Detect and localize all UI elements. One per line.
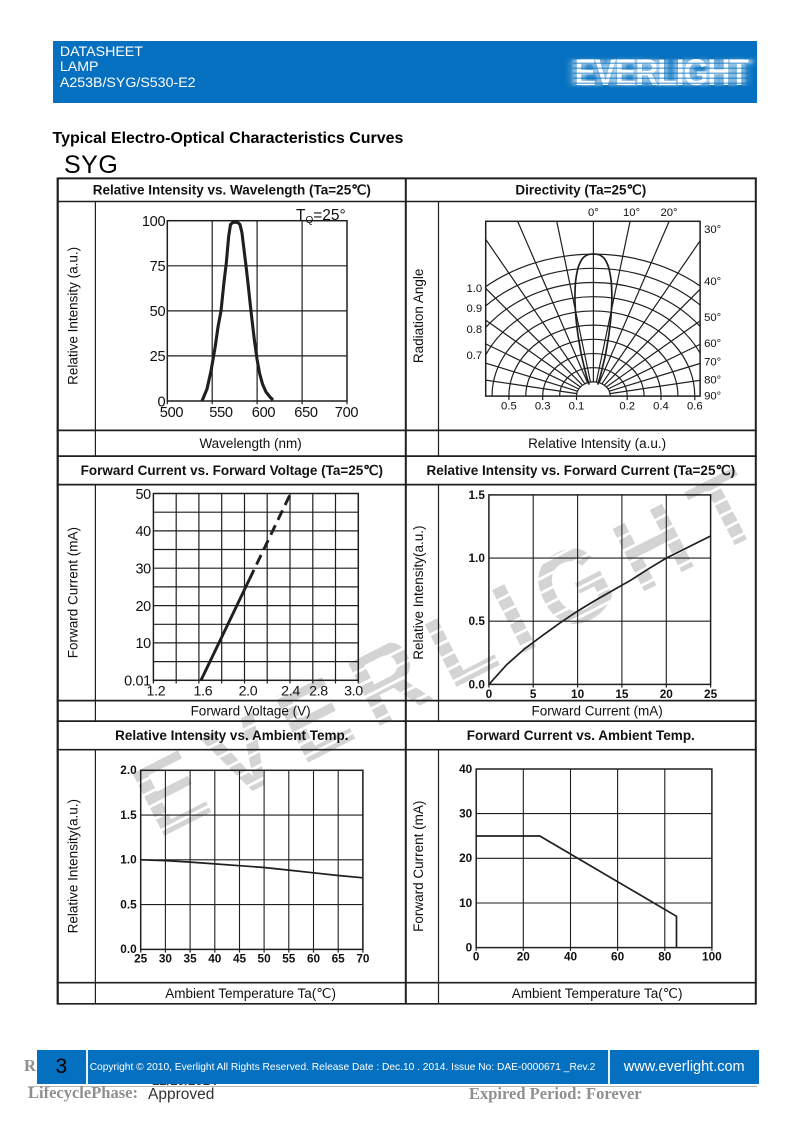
svg-text:80: 80 <box>658 950 672 964</box>
svg-text:20°: 20° <box>660 207 677 219</box>
svg-text:0.9: 0.9 <box>466 303 482 315</box>
svg-text:0: 0 <box>473 950 480 964</box>
svg-text:40: 40 <box>208 951 222 965</box>
svg-text:Wavelength (nm): Wavelength (nm) <box>199 436 301 451</box>
svg-text:Relative Intensity vs. Forward: Relative Intensity vs. Forward Current (… <box>426 463 735 478</box>
svg-text:0: 0 <box>486 687 493 701</box>
svg-text:Relative Intensity vs. Wavelen: Relative Intensity vs. Wavelength (Ta=25… <box>93 183 371 198</box>
svg-text:2.4: 2.4 <box>281 683 300 699</box>
svg-text:60: 60 <box>307 951 321 965</box>
svg-text:50: 50 <box>135 487 151 503</box>
svg-text:20: 20 <box>660 687 674 701</box>
svg-text:Forward Current (mA): Forward Current (mA) <box>411 801 426 932</box>
svg-text:1.0: 1.0 <box>466 283 482 295</box>
svg-text:60: 60 <box>611 950 625 964</box>
svg-text:25: 25 <box>704 687 718 701</box>
svg-text:25: 25 <box>150 349 166 365</box>
svg-text:0.0: 0.0 <box>468 677 485 691</box>
svg-text:0.0: 0.0 <box>120 942 137 956</box>
svg-text:TQ=25°: TQ=25° <box>296 207 346 226</box>
svg-text:80°: 80° <box>704 375 721 387</box>
svg-text:100: 100 <box>142 214 166 230</box>
svg-text:0.8: 0.8 <box>466 324 482 336</box>
svg-text:0.5: 0.5 <box>501 401 517 413</box>
svg-text:10°: 10° <box>623 207 640 219</box>
svg-text:25: 25 <box>134 951 148 965</box>
svg-text:0: 0 <box>157 394 165 410</box>
svg-text:500: 500 <box>160 405 184 421</box>
svg-text:70: 70 <box>356 951 370 965</box>
svg-text:1.2: 1.2 <box>146 683 165 699</box>
svg-text:20: 20 <box>459 851 473 865</box>
svg-text:3.0: 3.0 <box>344 683 363 699</box>
svg-text:0.2: 0.2 <box>619 401 635 413</box>
svg-text:Ambient Temperature Ta(℃): Ambient Temperature Ta(℃) <box>512 986 683 1001</box>
svg-text:Relative Intensity (a.u.): Relative Intensity (a.u.) <box>528 436 666 451</box>
svg-text:Relative Intensity (a.u.): Relative Intensity (a.u.) <box>66 247 81 385</box>
svg-text:55: 55 <box>282 951 296 965</box>
svg-text:30: 30 <box>135 562 151 578</box>
svg-text:1.5: 1.5 <box>120 808 137 822</box>
svg-text:5: 5 <box>530 687 537 701</box>
svg-text:650: 650 <box>294 405 318 421</box>
svg-text:Directivity (Ta=25℃): Directivity (Ta=25℃) <box>515 183 646 198</box>
svg-text:0°: 0° <box>588 207 599 219</box>
svg-text:Radiation Angle: Radiation Angle <box>411 269 426 364</box>
svg-text:0.6: 0.6 <box>687 401 703 413</box>
svg-text:1.0: 1.0 <box>120 853 137 867</box>
svg-text:Forward Voltage (V): Forward Voltage (V) <box>191 704 311 719</box>
svg-text:Forward Current (mA): Forward Current (mA) <box>66 527 81 658</box>
svg-text:0.5: 0.5 <box>468 614 485 628</box>
svg-text:65: 65 <box>332 951 346 965</box>
svg-text:40: 40 <box>459 762 473 776</box>
svg-text:Ambient Temperature Ta(℃): Ambient Temperature Ta(℃) <box>165 986 336 1001</box>
svg-text:50: 50 <box>150 304 166 320</box>
svg-text:0: 0 <box>466 940 473 954</box>
svg-text:35: 35 <box>184 951 198 965</box>
svg-text:40: 40 <box>135 524 151 540</box>
svg-text:15: 15 <box>615 687 629 701</box>
svg-text:1.5: 1.5 <box>468 488 485 502</box>
svg-text:100: 100 <box>702 950 722 964</box>
svg-text:60°: 60° <box>704 338 721 350</box>
svg-text:50°: 50° <box>704 312 721 324</box>
svg-text:0.01: 0.01 <box>124 674 151 690</box>
svg-text:70°: 70° <box>704 357 721 369</box>
svg-text:Relative Intensity(a.u.): Relative Intensity(a.u.) <box>66 799 81 933</box>
svg-text:Relative Intensity(a.u.): Relative Intensity(a.u.) <box>411 525 426 659</box>
svg-text:0.1: 0.1 <box>569 401 585 413</box>
svg-text:40: 40 <box>564 950 578 964</box>
svg-text:75: 75 <box>150 259 166 275</box>
svg-text:50: 50 <box>258 951 272 965</box>
svg-text:30: 30 <box>459 806 473 820</box>
svg-text:1.6: 1.6 <box>193 683 212 699</box>
svg-text:700: 700 <box>335 405 359 421</box>
svg-text:90°: 90° <box>704 391 721 403</box>
svg-text:40°: 40° <box>704 276 721 288</box>
svg-text:1.0: 1.0 <box>468 551 485 565</box>
svg-text:Relative Intensity vs. Ambient: Relative Intensity vs. Ambient Temp. <box>115 728 348 743</box>
svg-text:Forward Current vs. Ambient Te: Forward Current vs. Ambient Temp. <box>467 728 695 743</box>
svg-text:45: 45 <box>233 951 247 965</box>
svg-text:30°: 30° <box>704 224 721 236</box>
svg-text:550: 550 <box>209 405 233 421</box>
svg-text:20: 20 <box>517 950 531 964</box>
svg-text:0.3: 0.3 <box>535 401 551 413</box>
svg-text:2.0: 2.0 <box>239 683 258 699</box>
svg-text:10: 10 <box>135 636 151 652</box>
svg-text:10: 10 <box>571 687 585 701</box>
svg-text:20: 20 <box>135 599 151 615</box>
svg-text:0.7: 0.7 <box>466 350 482 362</box>
svg-text:10: 10 <box>459 896 473 910</box>
svg-text:600: 600 <box>252 405 276 421</box>
svg-text:0.4: 0.4 <box>653 401 669 413</box>
svg-text:0.5: 0.5 <box>120 897 137 911</box>
svg-text:Forward Current (mA): Forward Current (mA) <box>531 704 662 719</box>
svg-text:2.0: 2.0 <box>120 763 137 777</box>
svg-text:Forward Current vs. Forward Vo: Forward Current vs. Forward Voltage (Ta=… <box>81 463 383 478</box>
svg-text:30: 30 <box>159 951 173 965</box>
svg-text:2.8: 2.8 <box>309 683 328 699</box>
